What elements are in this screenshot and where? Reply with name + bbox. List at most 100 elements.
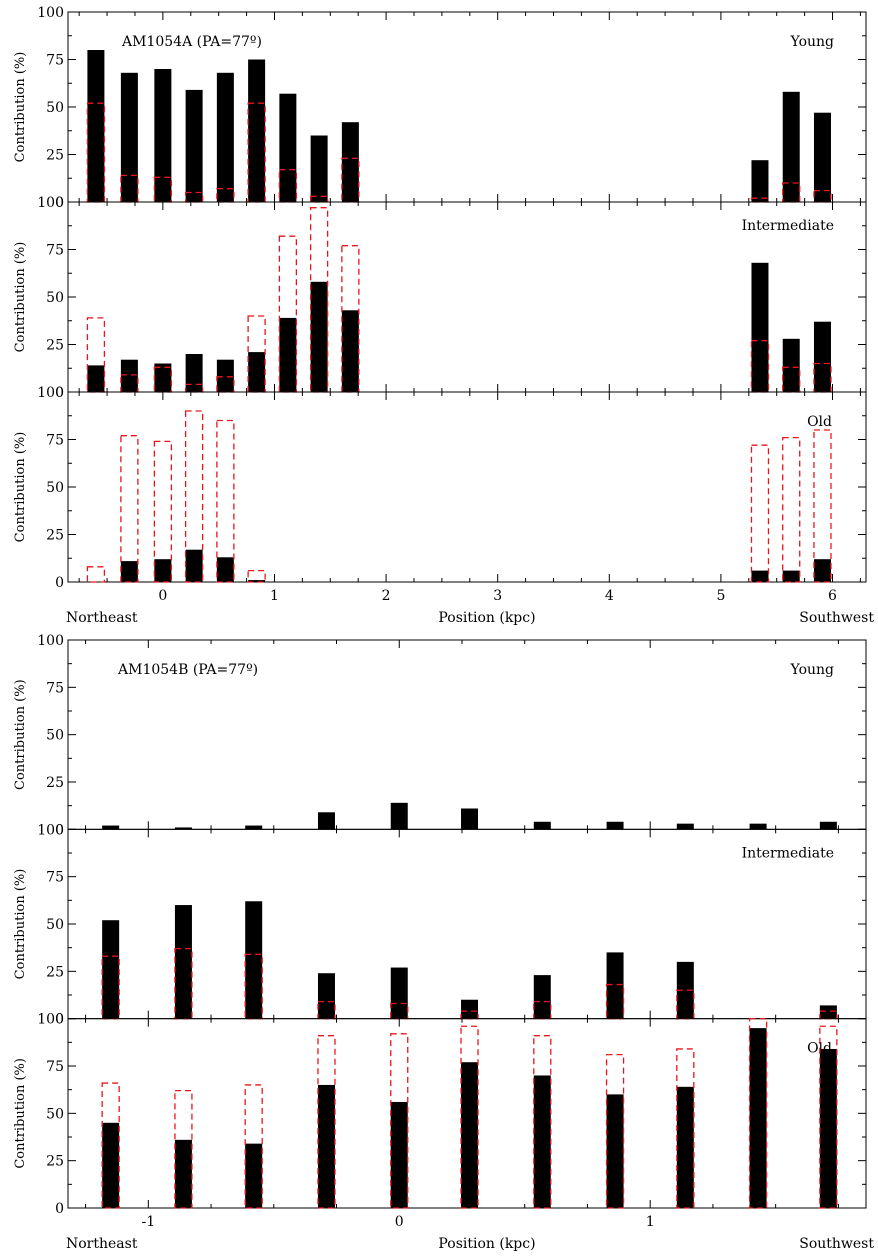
y-tick-label: 25 (46, 775, 64, 791)
y-tick-label: 75 (46, 433, 64, 449)
bar-solid (154, 363, 172, 392)
bar-solid (461, 999, 479, 1019)
bar-outline (782, 436, 801, 583)
bar-solid (461, 808, 479, 830)
bar-outline (390, 1033, 409, 1209)
bar-solid (87, 365, 105, 392)
panel-title-young: Young (790, 34, 834, 50)
bar-outline (813, 189, 832, 203)
y-tick-label: 50 (46, 290, 64, 306)
bar-solid (245, 1143, 263, 1208)
panel-title-old: Old (807, 414, 832, 430)
y-tick-label: 75 (46, 53, 64, 69)
bar-solid (782, 91, 800, 202)
bar-solid (248, 59, 266, 202)
x-tick-label: 3 (493, 588, 502, 604)
bar-outline (605, 1053, 625, 1209)
bar-solid (676, 823, 694, 830)
bar-solid (185, 89, 203, 202)
bar-outline (86, 317, 106, 393)
bar-solid (390, 967, 408, 1019)
bar-solid (533, 975, 551, 1019)
bar-solid (102, 1122, 120, 1208)
bar-solid (676, 961, 694, 1019)
bar-solid (317, 973, 335, 1019)
bar-solid (813, 321, 831, 392)
y-tick-label: 100 (37, 5, 64, 21)
y-tick-label: 50 (46, 1106, 64, 1122)
bar-solid (154, 559, 172, 582)
bar-solid (819, 1048, 837, 1208)
bar-outline (748, 1018, 768, 1209)
bar-outline (101, 1082, 120, 1209)
x-axis-label: Position (kpc) (438, 1236, 535, 1252)
galaxy-label: AM1054B (PA=77º) (117, 662, 258, 678)
y-axis-label: Contribution (%) (13, 869, 28, 980)
bar-solid (676, 1086, 694, 1208)
bar-outline (750, 340, 770, 393)
bar-outline (317, 1035, 336, 1209)
x-tick-label: 0 (158, 588, 167, 604)
bar-outline (676, 1048, 695, 1209)
y-axis-label: Contribution (%) (13, 432, 28, 543)
bar-solid (154, 69, 172, 202)
bar-solid (245, 825, 263, 830)
direction-label-left: Northeast (66, 1236, 138, 1252)
y-tick-label: 0 (55, 822, 64, 838)
bar-solid (216, 557, 234, 582)
bar-solid (533, 821, 551, 830)
bar-solid (216, 72, 234, 202)
y-tick-label: 0 (55, 1201, 64, 1217)
bar-outline (533, 1035, 552, 1209)
y-tick-label: 50 (46, 917, 64, 933)
bar-outline (605, 983, 625, 1020)
y-axis-label: Contribution (%) (13, 242, 28, 353)
x-tick-label: 1 (270, 588, 279, 604)
bar-solid (819, 821, 837, 830)
x-tick-label: 2 (382, 588, 391, 604)
y-tick-label: 0 (55, 1012, 64, 1028)
y-tick-label: 0 (55, 195, 64, 211)
bar-outline (244, 953, 263, 1020)
bar-solid (87, 50, 105, 202)
bar-solid (185, 354, 203, 392)
bar-outline (309, 207, 329, 393)
bar-solid (813, 112, 831, 202)
bar-solid (174, 827, 192, 830)
bar-solid (606, 821, 624, 830)
y-tick-label: 100 (37, 633, 64, 649)
bar-solid (245, 901, 263, 1019)
y-axis-label: Contribution (%) (13, 679, 28, 790)
bar-solid (749, 823, 767, 830)
bar-outline (174, 1089, 193, 1209)
direction-label-left: Northeast (66, 610, 138, 626)
direction-label-right: Southwest (799, 610, 874, 626)
y-tick-label: 0 (55, 385, 64, 401)
bar-solid (317, 812, 335, 830)
bar-solid (782, 338, 800, 392)
y-tick-label: 0 (55, 575, 64, 591)
x-tick-label: -1 (141, 1214, 155, 1230)
bar-solid (248, 352, 266, 392)
y-tick-label: 50 (46, 100, 64, 116)
bar-solid (813, 559, 831, 582)
bar-solid (317, 1084, 335, 1208)
y-tick-label: 100 (37, 385, 64, 401)
y-tick-label: 25 (46, 528, 64, 544)
y-tick-label: 25 (46, 148, 64, 164)
bar-solid (248, 580, 266, 582)
bar-solid (751, 160, 769, 202)
y-tick-label: 50 (46, 728, 64, 744)
bar-outline (86, 566, 106, 583)
y-tick-label: 75 (46, 680, 64, 696)
bar-outline (278, 169, 298, 203)
bar-solid (749, 1028, 767, 1208)
bar-solid (279, 93, 297, 202)
y-axis-label: Contribution (%) (13, 1058, 28, 1169)
panel-title-young: Young (790, 662, 834, 678)
direction-label-right: Southwest (799, 1236, 874, 1252)
y-tick-label: 50 (46, 480, 64, 496)
bar-solid (390, 1101, 408, 1208)
bar-outline (247, 569, 266, 583)
